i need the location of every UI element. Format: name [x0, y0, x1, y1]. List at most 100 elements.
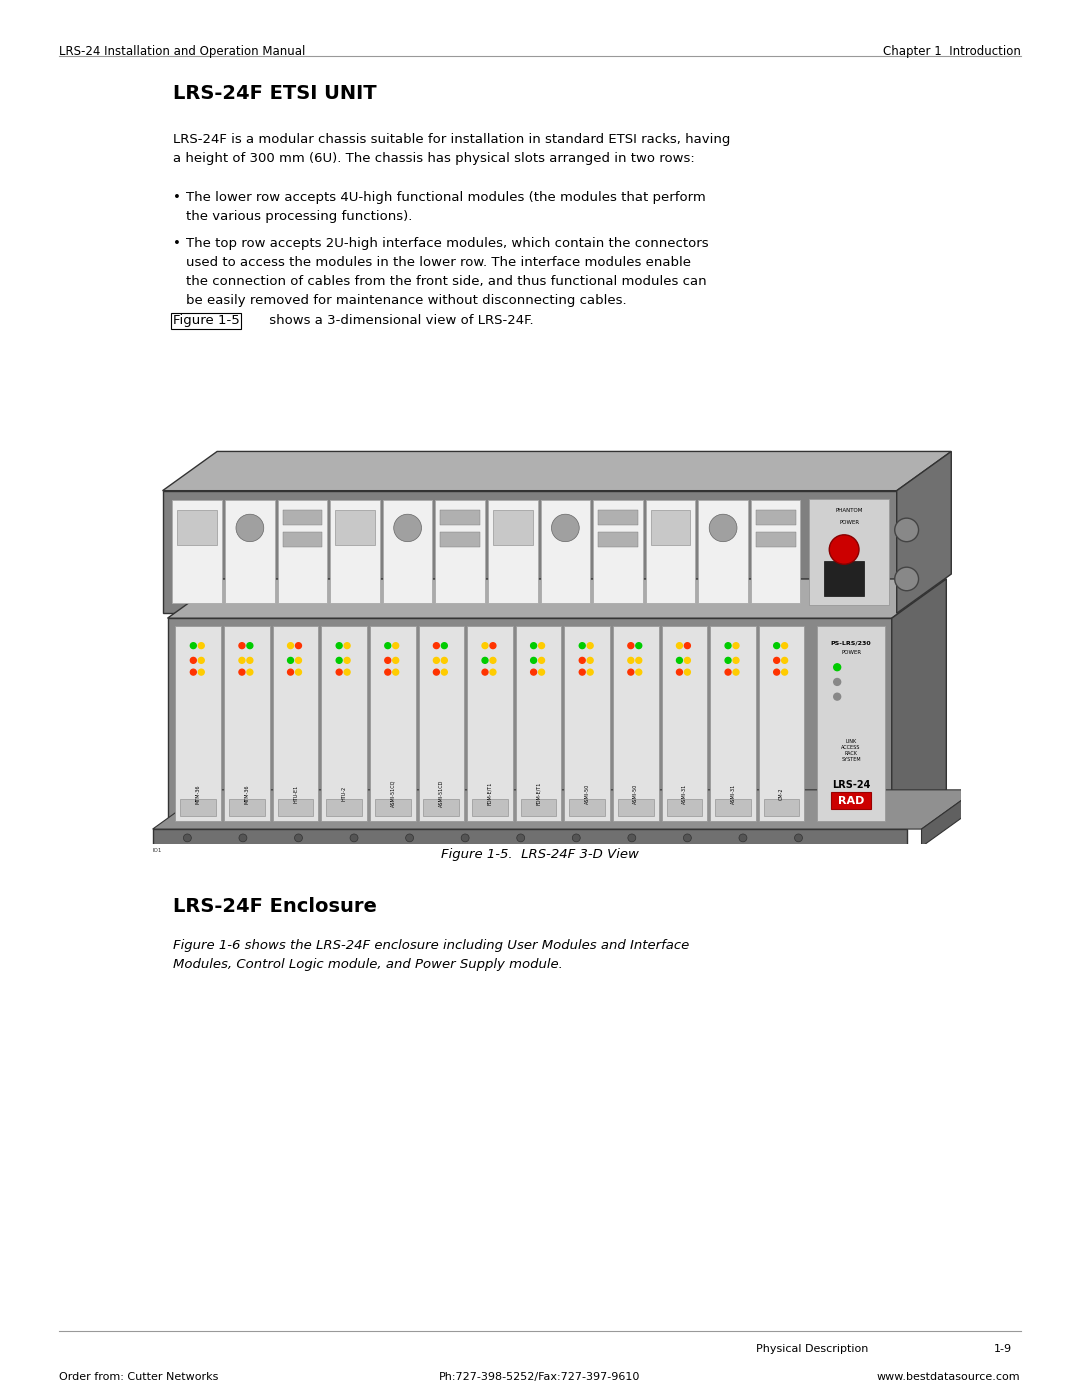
Circle shape	[782, 643, 787, 648]
Bar	[441, 510, 480, 525]
Circle shape	[296, 669, 301, 675]
Circle shape	[834, 664, 840, 671]
Circle shape	[393, 658, 399, 664]
Text: •: •	[173, 237, 180, 250]
Bar	[521, 799, 556, 816]
Circle shape	[636, 658, 642, 664]
Circle shape	[782, 669, 787, 675]
Bar	[167, 619, 892, 828]
Circle shape	[676, 658, 683, 664]
Circle shape	[733, 669, 739, 675]
Circle shape	[588, 643, 593, 648]
Bar	[715, 799, 751, 816]
Bar	[699, 500, 747, 604]
Circle shape	[539, 643, 544, 648]
Bar	[516, 626, 562, 821]
Circle shape	[433, 669, 440, 675]
Circle shape	[530, 669, 537, 675]
Circle shape	[627, 834, 636, 842]
Polygon shape	[163, 451, 951, 490]
Bar	[662, 626, 707, 821]
Circle shape	[287, 669, 294, 675]
Circle shape	[676, 643, 683, 648]
Circle shape	[710, 514, 737, 542]
Polygon shape	[921, 789, 976, 847]
Circle shape	[684, 834, 691, 842]
Text: shows a 3-dimensional view of LRS-24F.: shows a 3-dimensional view of LRS-24F.	[265, 314, 534, 327]
Circle shape	[685, 669, 690, 675]
Text: The top row accepts 2U-high interface modules, which contain the connectors
used: The top row accepts 2U-high interface mo…	[186, 237, 708, 307]
Circle shape	[296, 643, 301, 648]
Circle shape	[829, 535, 859, 564]
Bar	[330, 500, 380, 604]
Bar	[598, 532, 638, 546]
Circle shape	[627, 643, 634, 648]
Circle shape	[539, 658, 544, 664]
Circle shape	[516, 834, 525, 842]
Text: PHANTOM: PHANTOM	[836, 507, 863, 513]
Bar	[646, 500, 696, 604]
Text: ASMI-50: ASMI-50	[633, 784, 638, 803]
Text: The lower row accepts 4U-high functional modules (the modules that perform
the v: The lower row accepts 4U-high functional…	[186, 191, 705, 224]
Circle shape	[685, 643, 690, 648]
Bar	[488, 500, 538, 604]
Text: POWER: POWER	[839, 520, 860, 524]
Text: Chapter 1  Introduction: Chapter 1 Introduction	[882, 45, 1021, 57]
Bar	[177, 510, 217, 545]
Circle shape	[247, 669, 253, 675]
Circle shape	[588, 669, 593, 675]
Text: ASMI-51CD: ASMI-51CD	[438, 780, 444, 807]
Bar	[756, 510, 796, 525]
Bar	[565, 626, 610, 821]
Bar	[229, 799, 265, 816]
Circle shape	[782, 658, 787, 664]
Polygon shape	[152, 789, 976, 828]
Circle shape	[894, 518, 918, 542]
Text: •: •	[173, 191, 180, 204]
Bar	[278, 500, 327, 604]
Bar	[818, 626, 885, 821]
Bar	[809, 499, 889, 605]
Circle shape	[834, 679, 840, 686]
Circle shape	[579, 658, 585, 664]
Circle shape	[552, 514, 579, 542]
Bar	[419, 626, 464, 821]
Circle shape	[442, 669, 447, 675]
Bar	[569, 799, 605, 816]
Text: Physical Description: Physical Description	[756, 1344, 868, 1354]
Text: Ph:727-398-5252/Fax:727-397-9610: Ph:727-398-5252/Fax:727-397-9610	[440, 1372, 640, 1382]
Circle shape	[539, 669, 544, 675]
Circle shape	[627, 669, 634, 675]
Circle shape	[239, 669, 245, 675]
Circle shape	[384, 669, 391, 675]
Bar	[472, 799, 508, 816]
Circle shape	[627, 658, 634, 664]
Circle shape	[482, 643, 488, 648]
Circle shape	[190, 658, 197, 664]
Text: LRS-24: LRS-24	[832, 780, 870, 789]
Circle shape	[350, 834, 357, 842]
Text: IO1: IO1	[153, 848, 162, 852]
Text: MTM-36: MTM-36	[195, 784, 201, 803]
Circle shape	[894, 567, 918, 591]
Text: ASMI-51CQ: ASMI-51CQ	[390, 780, 395, 807]
Circle shape	[442, 643, 447, 648]
Bar	[375, 799, 410, 816]
Circle shape	[239, 643, 245, 648]
Bar	[272, 626, 319, 821]
Text: ASMI-31: ASMI-31	[681, 784, 687, 803]
Circle shape	[190, 643, 197, 648]
Circle shape	[199, 658, 204, 664]
Circle shape	[725, 643, 731, 648]
Circle shape	[530, 658, 537, 664]
Circle shape	[184, 834, 191, 842]
Circle shape	[579, 643, 585, 648]
Circle shape	[636, 669, 642, 675]
Circle shape	[433, 658, 440, 664]
Bar	[180, 799, 216, 816]
Circle shape	[490, 658, 496, 664]
Circle shape	[482, 669, 488, 675]
Text: Figure 1-6 shows the LRS-24F enclosure including User Modules and Interface
Modu: Figure 1-6 shows the LRS-24F enclosure i…	[173, 939, 689, 971]
Bar	[593, 500, 643, 604]
Bar	[618, 799, 653, 816]
